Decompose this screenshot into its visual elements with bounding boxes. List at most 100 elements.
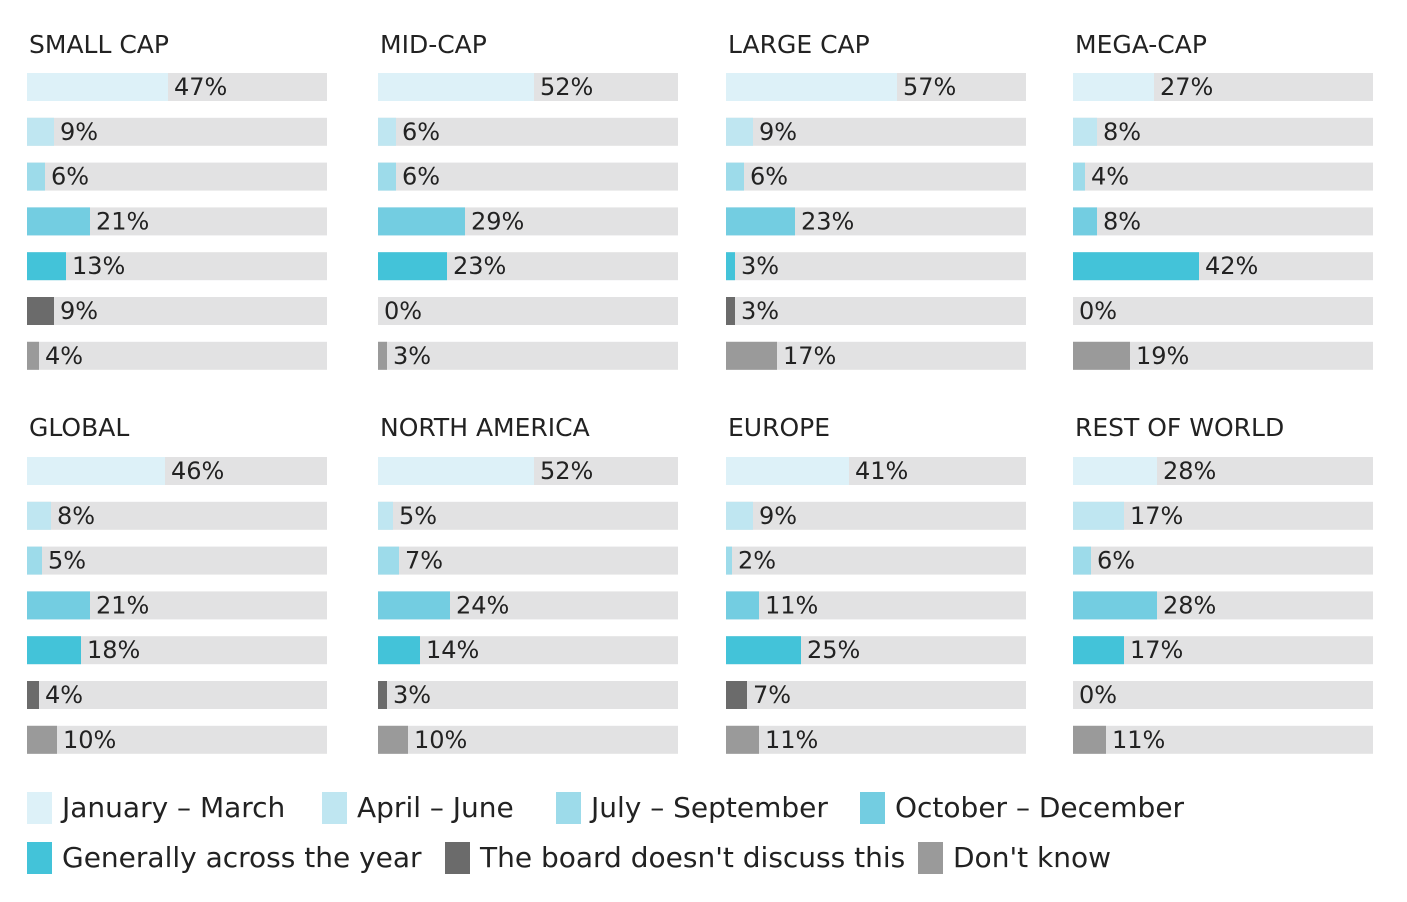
bar-global-july-september [27, 546, 42, 575]
bar-track [378, 725, 678, 754]
bar-track [1073, 207, 1373, 236]
legend-swatch-don-t-know [918, 842, 943, 874]
panel-title-small-cap: SMALL CAP [29, 30, 169, 59]
data-label-north-america-january-march: 52% [540, 457, 593, 485]
data-label-small-cap-don-t-know: 4% [45, 342, 83, 370]
data-label-small-cap-april-june: 9% [60, 118, 98, 146]
data-label-mega-cap-october-december: 8% [1103, 207, 1141, 235]
bar-global-october-december [27, 591, 90, 620]
bar-europe-don-t-know [726, 725, 759, 754]
panel-mid-cap: MID-CAP 52% 6% 6% 29% 23% 0% 3% [378, 30, 678, 370]
bar-track [1073, 162, 1373, 191]
legend-label-january-march: January – March [60, 791, 285, 824]
bar-europe-july-september [726, 546, 732, 575]
bar-mega-cap-don-t-know [1073, 341, 1130, 370]
legend-label-july-september: July – September [589, 791, 828, 824]
bar-rest-of-world-october-december [1073, 591, 1157, 620]
bar-mega-cap-october-december [1073, 207, 1097, 236]
bar-rest-of-world-january-march [1073, 457, 1157, 485]
data-label-mega-cap-april-june: 8% [1103, 118, 1141, 146]
data-label-global-the-board-doesn-t-discuss-this: 4% [45, 681, 83, 709]
bar-global-april-june [27, 501, 51, 530]
data-label-mid-cap-generally-across-the-year: 23% [453, 252, 506, 280]
legend-label-don-t-know: Don't know [953, 841, 1111, 874]
legend-label-october-december: October – December [895, 791, 1185, 824]
bar-track [27, 162, 327, 191]
bar-track [726, 546, 1026, 575]
data-label-mid-cap-the-board-doesn-t-discuss-this: 0% [384, 297, 422, 325]
panel-title-global: GLOBAL [29, 413, 129, 442]
legend-swatch-april-june [322, 792, 347, 824]
bar-track [27, 501, 327, 530]
data-label-small-cap-july-september: 6% [51, 163, 89, 191]
data-label-small-cap-january-march: 47% [174, 73, 227, 101]
bar-track [27, 117, 327, 146]
bar-track [27, 297, 327, 325]
data-label-mega-cap-the-board-doesn-t-discuss-this: 0% [1079, 297, 1117, 325]
data-label-large-cap-april-june: 9% [759, 118, 797, 146]
bar-global-generally-across-the-year [27, 636, 81, 665]
bar-europe-october-december [726, 591, 759, 620]
panel-title-mega-cap: MEGA-CAP [1075, 30, 1207, 59]
legend-swatch-january-march [27, 792, 52, 824]
bar-north-america-october-december [378, 591, 450, 620]
bar-north-america-july-september [378, 546, 399, 575]
bar-track [378, 117, 678, 146]
data-label-north-america-don-t-know: 10% [414, 726, 467, 754]
bar-north-america-generally-across-the-year [378, 636, 420, 665]
bar-europe-january-march [726, 457, 849, 485]
data-label-europe-july-september: 2% [738, 547, 776, 575]
bar-track [1073, 297, 1373, 325]
bar-track [378, 636, 678, 665]
data-label-north-america-april-june: 5% [399, 502, 437, 530]
legend-swatch-july-september [556, 792, 581, 824]
bar-track [378, 501, 678, 530]
data-label-europe-january-march: 41% [855, 457, 908, 485]
panel-title-rest-of-world: REST OF WORLD [1075, 413, 1284, 442]
data-label-mid-cap-april-june: 6% [402, 118, 440, 146]
bar-mid-cap-january-march [378, 73, 534, 101]
data-label-mega-cap-generally-across-the-year: 42% [1205, 252, 1258, 280]
bar-europe-generally-across-the-year [726, 636, 801, 665]
bar-small-cap-april-june [27, 117, 54, 146]
bar-global-january-march [27, 457, 165, 485]
data-label-europe-october-december: 11% [765, 591, 818, 619]
panels: SMALL CAP47%9%6%21%13%9%4%MID-CAP52%6%6%… [27, 30, 1373, 754]
data-label-large-cap-july-september: 6% [750, 163, 788, 191]
bar-large-cap-january-march [726, 73, 897, 101]
bar-global-the-board-doesn-t-discuss-this [27, 681, 39, 709]
legend-swatch-october-december [860, 792, 885, 824]
bar-large-cap-don-t-know [726, 341, 777, 370]
data-label-global-october-december: 21% [96, 591, 149, 619]
data-label-large-cap-don-t-know: 17% [783, 342, 836, 370]
data-label-global-generally-across-the-year: 18% [87, 636, 140, 664]
data-label-north-america-july-september: 7% [405, 547, 443, 575]
panel-mega-cap: MEGA-CAP 27% 8% 4% 8% 42% 0% 19% [1073, 30, 1373, 370]
bar-mega-cap-july-september [1073, 162, 1085, 191]
bar-track [1073, 117, 1373, 146]
data-label-north-america-october-december: 24% [456, 591, 509, 619]
bar-track [726, 162, 1026, 191]
bar-europe-the-board-doesn-t-discuss-this [726, 681, 747, 709]
bar-track [726, 501, 1026, 530]
data-label-mid-cap-don-t-know: 3% [393, 342, 431, 370]
data-label-rest-of-world-october-december: 28% [1163, 591, 1216, 619]
data-label-europe-generally-across-the-year: 25% [807, 636, 860, 664]
data-label-small-cap-october-december: 21% [96, 207, 149, 235]
bar-north-america-january-march [378, 457, 534, 485]
bar-europe-april-june [726, 501, 753, 530]
data-label-large-cap-january-march: 57% [903, 73, 956, 101]
legend: January – March April – June July – Septem… [27, 791, 1185, 874]
bar-large-cap-april-june [726, 117, 753, 146]
bar-mid-cap-don-t-know [378, 341, 387, 370]
bar-track [726, 591, 1026, 620]
bar-north-america-april-june [378, 501, 393, 530]
data-label-north-america-the-board-doesn-t-discuss-this: 3% [393, 681, 431, 709]
bar-mid-cap-october-december [378, 207, 465, 236]
bar-mega-cap-january-march [1073, 73, 1154, 101]
bar-large-cap-july-september [726, 162, 744, 191]
bar-track [27, 725, 327, 754]
data-label-global-january-march: 46% [171, 457, 224, 485]
data-label-global-july-september: 5% [48, 547, 86, 575]
